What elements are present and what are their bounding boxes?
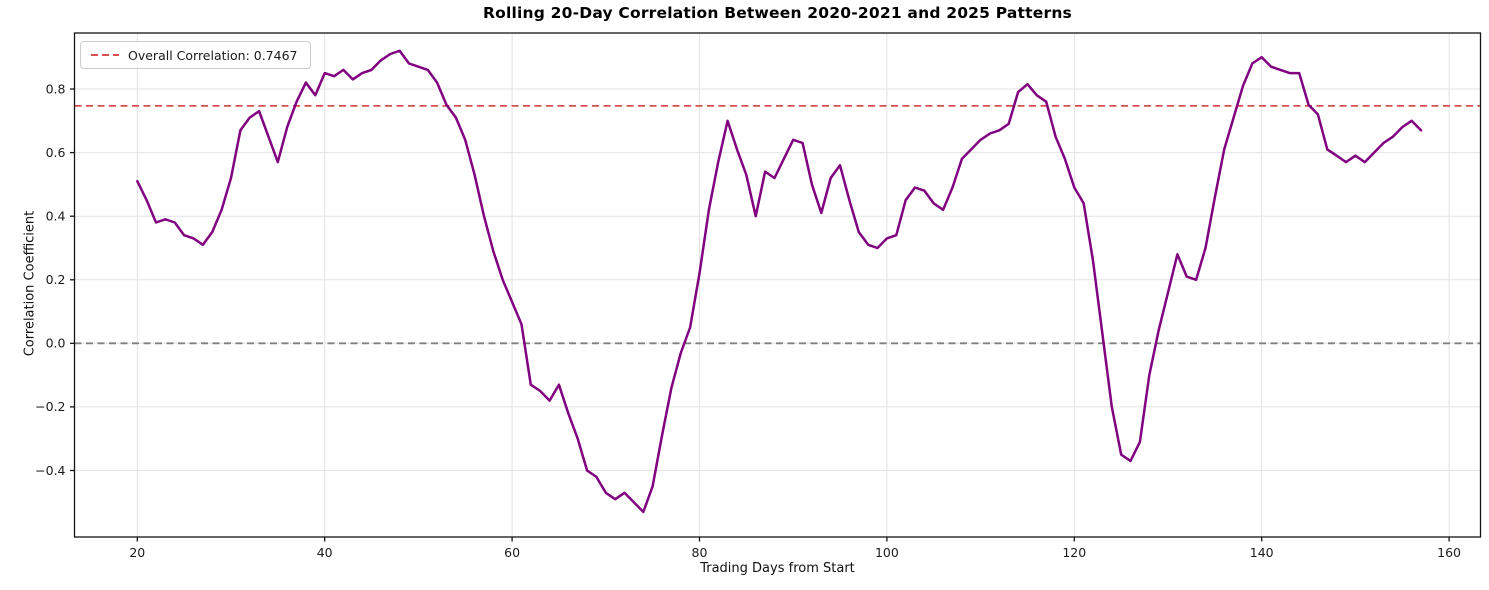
y-tick-label: 0.6 xyxy=(46,145,66,160)
y-tick-label: 0.8 xyxy=(46,81,66,96)
y-axis-label: Correlation Coefficient xyxy=(22,210,38,357)
plot-frame xyxy=(73,32,1482,538)
y-tick-label: −0.2 xyxy=(35,399,65,414)
legend: Overall Correlation: 0.7467 xyxy=(80,41,311,69)
legend-label: Overall Correlation: 0.7467 xyxy=(128,47,298,63)
x-tick-label: 160 xyxy=(1437,545,1461,560)
y-tick-label: 0.4 xyxy=(46,209,66,224)
x-tick-label: 120 xyxy=(1062,545,1086,560)
x-tick-label: 140 xyxy=(1250,545,1274,560)
x-tick-label: 20 xyxy=(129,545,145,560)
x-tick-label: 80 xyxy=(692,545,708,560)
x-tick-label: 100 xyxy=(875,545,899,560)
y-tick-label: −0.4 xyxy=(35,463,65,478)
legend-dashed-line-swatch xyxy=(91,54,119,56)
y-tick-label: 0.2 xyxy=(46,272,66,287)
x-tick-label: 60 xyxy=(504,545,520,560)
tick-labels: 20 40 60 80 100 120 140 160 0.8 0.6 0.4 0.2 0.0 −0.2 −… xyxy=(35,81,1461,560)
tick-marks xyxy=(70,88,1450,542)
y-tick-label: 0.0 xyxy=(46,336,66,351)
x-axis-label: Trading Days from Start xyxy=(700,561,855,576)
chart-title: Rolling 20-Day Correlation Between 2020-… xyxy=(483,4,1072,22)
x-tick-label: 40 xyxy=(317,545,333,560)
rolling-correlation-series xyxy=(136,49,1423,514)
gridlines xyxy=(74,33,1481,537)
